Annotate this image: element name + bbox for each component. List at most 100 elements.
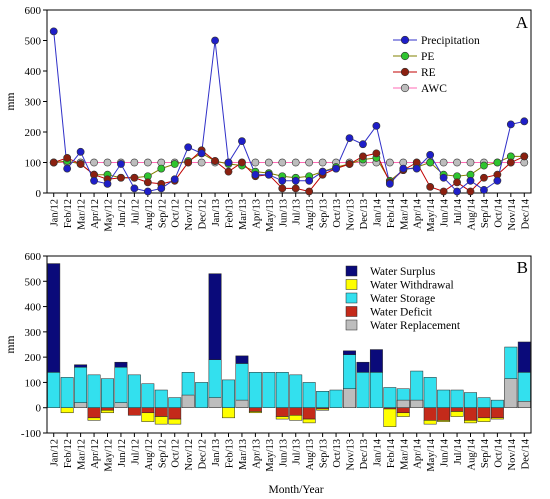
- bar-water-deficit: [275, 407, 289, 417]
- x-tick-label-b: Jan/14: [372, 438, 383, 466]
- x-tick-label-b: Nov/13: [346, 439, 357, 471]
- bar-water-storage: [316, 391, 330, 408]
- bar-water-withdrawal: [450, 411, 464, 417]
- bar-water-withdrawal: [248, 411, 262, 414]
- x-tick-label-b: Feb/13: [225, 439, 236, 468]
- bar-water-replacement: [517, 401, 531, 408]
- data-point-re: [291, 184, 300, 193]
- x-tick-label-a: May/14: [426, 198, 437, 231]
- x-tick-label-a: Jul/12: [130, 199, 141, 225]
- data-point-re: [211, 157, 219, 165]
- data-point-precipitation: [399, 164, 408, 173]
- bar-water-storage: [248, 372, 262, 408]
- bar-water-surplus: [235, 355, 249, 364]
- bar-water-storage: [87, 374, 101, 408]
- bar-water-storage: [195, 382, 209, 408]
- x-tick-label-a: Apr/12: [90, 199, 101, 229]
- data-point-re: [480, 173, 488, 182]
- bar-water-withdrawal: [141, 412, 155, 422]
- bar-water-withdrawal: [154, 416, 168, 425]
- data-point-precipitation: [211, 36, 219, 45]
- bar-water-deficit: [87, 407, 101, 419]
- x-tick-label-b: Mar/12: [77, 439, 88, 470]
- x-tick-label-a: Sep/12: [157, 199, 168, 228]
- x-tick-label-b: Aug/14: [467, 438, 478, 470]
- data-point-awc: [278, 158, 287, 167]
- data-point-re: [305, 187, 314, 196]
- x-tick-label-b: Jul/12: [130, 439, 141, 465]
- x-tick-label-a: May/12: [104, 199, 115, 232]
- data-point-re: [426, 182, 435, 191]
- x-tick-label-b: Apr/12: [90, 439, 101, 469]
- bar-water-storage: [302, 382, 316, 408]
- x-tick-label-a: Jul/14: [453, 198, 464, 224]
- bar-water-surplus: [356, 361, 370, 373]
- bar-water-withdrawal: [396, 412, 410, 417]
- legend-label: Water Replacement: [370, 320, 461, 332]
- x-tick-label-a: Nov/14: [507, 198, 518, 230]
- data-point-precipitation: [63, 164, 72, 173]
- x-tick-label-b: Jan/12: [50, 439, 61, 466]
- x-tick-label-b: May/14: [426, 438, 437, 471]
- x-tick-label-b: May/12: [104, 439, 115, 472]
- bar-water-withdrawal: [302, 418, 316, 424]
- data-point-precipitation: [117, 160, 125, 168]
- bar-water-surplus: [114, 361, 128, 368]
- y-axis-label-b: mm: [5, 336, 17, 354]
- legend-marker: [400, 51, 410, 61]
- bar-water-storage: [369, 372, 383, 408]
- x-tick-label-b: Oct/12: [171, 439, 182, 468]
- data-point-awc: [385, 158, 394, 167]
- x-tick-label-b: Jan/13: [211, 439, 222, 466]
- bar-water-surplus: [47, 263, 61, 373]
- x-tick-label-a: Sep/13: [319, 199, 330, 228]
- y-tick-label-b: 300: [25, 327, 42, 339]
- y-tick-label-b: 0: [36, 403, 42, 415]
- x-tick-label-a: Oct/13: [332, 199, 343, 228]
- bar-water-deficit: [450, 407, 464, 412]
- data-point-precipitation: [103, 179, 112, 188]
- data-point-precipitation: [305, 176, 314, 185]
- bar-water-withdrawal: [168, 418, 182, 425]
- data-point-re: [184, 158, 193, 167]
- bar-water-deficit: [464, 407, 477, 421]
- bar-water-withdrawal: [101, 409, 114, 414]
- data-point-precipitation: [345, 134, 354, 142]
- bar-water-storage: [423, 377, 437, 408]
- bar-water-deficit: [168, 407, 182, 420]
- x-axis-label: Month/Year: [268, 484, 323, 496]
- bar-water-storage: [168, 397, 182, 408]
- data-point-re: [520, 152, 529, 161]
- bar-water-storage: [437, 389, 451, 408]
- data-point-awc: [197, 158, 206, 167]
- x-tick-label-b: Nov/14: [507, 438, 518, 470]
- data-point-precipitation: [251, 170, 260, 179]
- bar-water-surplus: [517, 341, 531, 373]
- legend-label: Precipitation: [421, 35, 480, 47]
- bar-water-surplus: [369, 349, 383, 373]
- y-tick-label-a: 200: [25, 127, 42, 139]
- x-tick-label-a: Aug/14: [467, 198, 478, 230]
- legend-swatch: [345, 265, 358, 277]
- series-line-precipitation: [53, 31, 525, 193]
- data-point-awc: [90, 158, 98, 167]
- data-point-precipitation: [143, 187, 152, 196]
- bar-water-surplus: [208, 273, 222, 360]
- bar-water-storage: [141, 383, 155, 408]
- x-tick-label-b: Mar/13: [238, 439, 249, 470]
- x-tick-label-a: Feb/12: [63, 199, 74, 228]
- panel-label-b: B: [517, 258, 528, 277]
- bar-water-storage: [289, 374, 303, 408]
- data-point-precipitation: [238, 137, 246, 146]
- bar-water-withdrawal: [477, 417, 491, 422]
- data-point-re: [76, 160, 85, 168]
- data-point-precipitation: [157, 184, 166, 193]
- data-point-precipitation: [359, 140, 367, 149]
- x-tick-label-a: Mar/13: [238, 199, 249, 230]
- data-point-precipitation: [439, 173, 448, 182]
- x-tick-label-b: Apr/14: [413, 438, 424, 468]
- x-tick-label-a: Dec/14: [520, 198, 531, 229]
- bar-water-deficit: [101, 407, 114, 411]
- bar-water-storage: [74, 367, 88, 408]
- legend-label: Water Deficit: [370, 307, 433, 319]
